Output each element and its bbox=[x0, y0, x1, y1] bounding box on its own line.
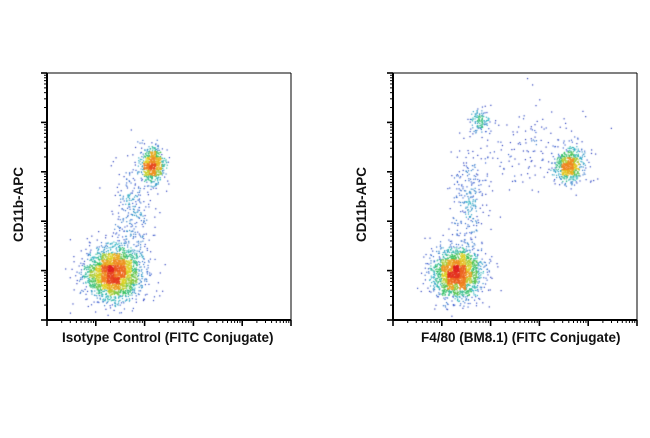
scatter-points-f4-80 bbox=[393, 73, 637, 320]
y-axis-label: CD11b-APC bbox=[10, 166, 26, 243]
plot-panel-f4-80: CD11b-APC F4/80 (BM8.1) (FITC Conjugate) bbox=[325, 0, 650, 438]
plot-axes-isotype bbox=[41, 72, 292, 326]
plot-axes-f4-80 bbox=[387, 72, 638, 326]
x-axis-label: F4/80 (BM8.1) (FITC Conjugate) bbox=[421, 330, 621, 345]
x-axis-label: Isotype Control (FITC Conjugate) bbox=[62, 330, 274, 345]
plot-panel-isotype: CD11b-APC Isotype Control (FITC Conjugat… bbox=[10, 72, 292, 345]
y-axis-label: CD11b-APC bbox=[353, 166, 369, 243]
scatter-points-isotype bbox=[47, 73, 291, 320]
